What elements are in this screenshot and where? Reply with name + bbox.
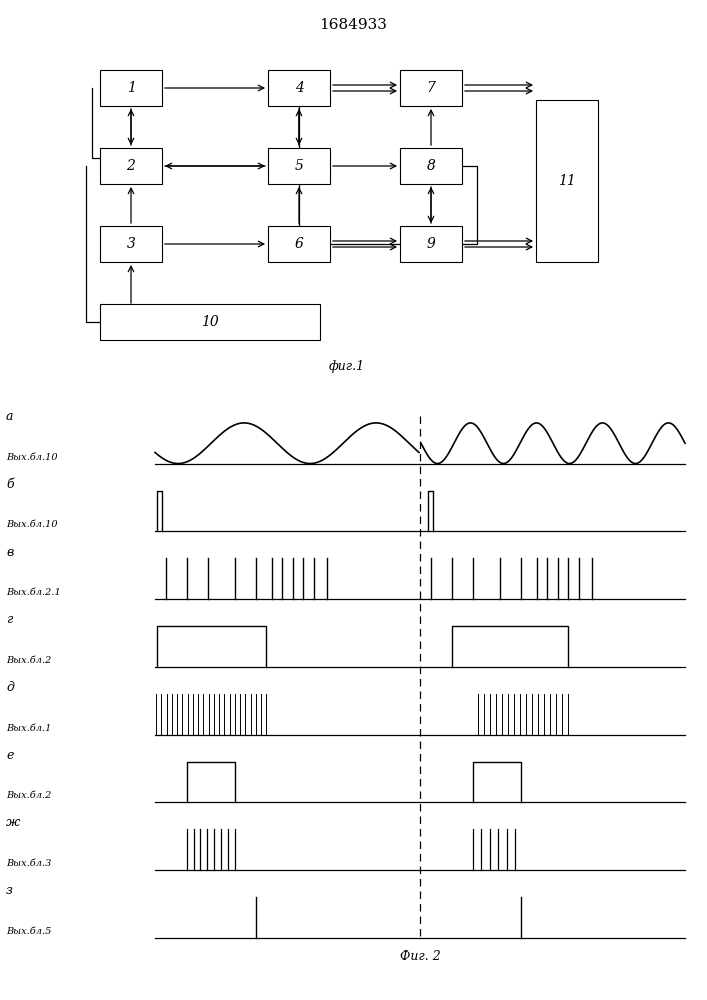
Text: Фиг. 2: Фиг. 2 — [399, 950, 440, 963]
Text: фиг.1: фиг.1 — [329, 360, 365, 373]
Bar — [268, 70, 330, 106]
Bar — [536, 100, 598, 262]
Text: 8: 8 — [426, 159, 436, 173]
Bar — [400, 70, 462, 106]
Text: Вых.бл.1: Вых.бл.1 — [6, 724, 52, 733]
Text: 6: 6 — [295, 237, 303, 251]
Text: Вых.бл.2.1: Вых.бл.2.1 — [6, 588, 61, 597]
Text: з: з — [6, 884, 13, 897]
Text: Вых.бл.3: Вых.бл.3 — [6, 859, 52, 868]
Bar — [100, 70, 162, 106]
Text: Вых.бл.10: Вых.бл.10 — [6, 453, 58, 462]
Bar — [100, 304, 320, 340]
Text: Вых.бл.2: Вых.бл.2 — [6, 791, 52, 800]
Bar — [100, 226, 162, 262]
Text: 3: 3 — [127, 237, 136, 251]
Text: 1: 1 — [127, 81, 136, 95]
Bar — [100, 148, 162, 184]
Text: 2: 2 — [127, 159, 136, 173]
Text: Вых.бл.5: Вых.бл.5 — [6, 927, 52, 936]
Bar — [400, 226, 462, 262]
Text: 4: 4 — [295, 81, 303, 95]
Text: 11: 11 — [558, 174, 576, 188]
Text: 5: 5 — [295, 159, 303, 173]
Text: ж: ж — [6, 816, 21, 830]
Text: Вых.бл.2: Вых.бл.2 — [6, 656, 52, 665]
Text: б: б — [6, 478, 13, 491]
Bar — [400, 148, 462, 184]
Text: 1684933: 1684933 — [319, 18, 387, 32]
Bar — [268, 148, 330, 184]
Text: а: а — [6, 410, 13, 423]
Text: д: д — [6, 681, 14, 694]
Text: 7: 7 — [426, 81, 436, 95]
Text: г: г — [6, 613, 13, 626]
Text: 10: 10 — [201, 315, 219, 329]
Text: 9: 9 — [426, 237, 436, 251]
Bar — [268, 226, 330, 262]
Text: Вых.бл.10: Вых.бл.10 — [6, 520, 58, 529]
Text: в: в — [6, 546, 13, 558]
Text: е: е — [6, 749, 13, 762]
